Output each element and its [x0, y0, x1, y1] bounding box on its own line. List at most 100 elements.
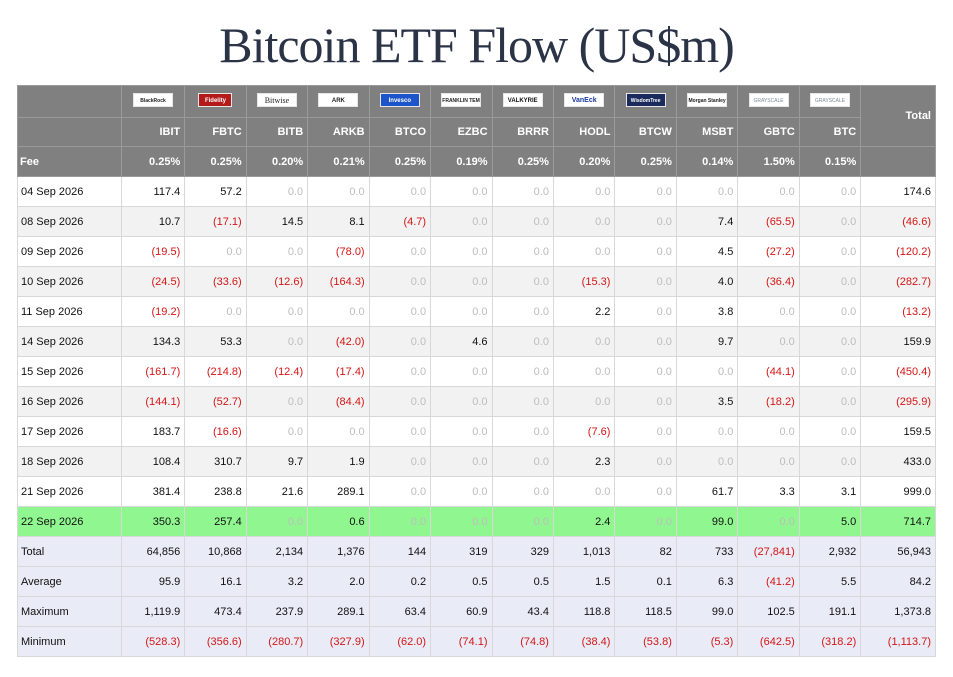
corner-cell [17, 85, 122, 118]
flow-value-cell: 3.5 [675, 386, 739, 417]
morgan-stanley-logo-icon: Morgan Stanley [687, 93, 728, 107]
flow-value-cell: 99.0 [675, 506, 739, 537]
etf-flow-table: BlackRock Fidelity Bitwise ARK Invesco FRANKL… [17, 85, 936, 657]
flow-value-cell: 0.0 [430, 206, 493, 237]
flow-value-cell: 0.0 [491, 176, 554, 207]
summary-value-cell: 473.4 [184, 596, 247, 627]
flow-value-cell: 0.0 [552, 386, 616, 417]
flow-value-cell: 0.0 [614, 266, 677, 297]
flow-value-cell: 289.1 [307, 476, 370, 507]
flow-value-cell: 0.0 [737, 506, 800, 537]
summary-label: Minimum [17, 626, 122, 657]
summary-row: Total 64,856 10,868 2,134 1,376 144 319 329 1,01… [17, 536, 936, 567]
row-total-cell: (120.2) [860, 236, 936, 267]
summary-total-cell: (1,113.7) [860, 626, 936, 657]
summary-row: Maximum 1,119.9 473.4 237.9 289.1 63.4 60.9 43.… [17, 596, 936, 627]
flow-value-cell: 0.0 [737, 446, 800, 477]
daily-flow-rows: 04 Sep 2026 117.4 57.2 0.0 0.0 0.0 0.0 0.0 0.0 0.… [17, 176, 936, 537]
flow-value-cell: 0.0 [798, 446, 862, 477]
logo-header-row: BlackRock Fidelity Bitwise ARK Invesco FRANKL… [17, 85, 936, 147]
flow-value-cell: 0.0 [368, 386, 432, 417]
blackrock-logo-icon: BlackRock [133, 93, 174, 107]
flow-value-cell: 0.0 [491, 446, 554, 477]
fee-cell: 0.25% [368, 146, 432, 177]
fee-cell: 0.15% [798, 146, 862, 177]
flow-value-cell: 0.0 [430, 296, 493, 327]
flow-value-cell: (42.0) [307, 326, 370, 357]
flow-value-cell: 0.0 [368, 446, 432, 477]
ticker-header: ARKB [307, 117, 370, 147]
summary-value-cell: 95.9 [120, 566, 186, 597]
flow-value-cell: 0.0 [430, 236, 493, 267]
ticker-header: FBTC [184, 117, 247, 147]
flow-value-cell: 0.0 [245, 416, 309, 447]
flow-value-cell: (78.0) [307, 236, 370, 267]
fee-cell: 0.14% [675, 146, 739, 177]
total-column-header: Total [860, 85, 936, 147]
fund-logo-cell: Bitwise [245, 85, 309, 118]
flow-value-cell: 0.0 [491, 206, 554, 237]
flow-value-cell: 0.0 [798, 326, 862, 357]
flow-value-cell: 0.0 [675, 356, 739, 387]
flow-value-cell: 0.0 [798, 296, 862, 327]
flow-value-cell: 0.0 [368, 506, 432, 537]
flow-value-cell: 0.0 [552, 236, 616, 267]
flow-value-cell: 0.0 [798, 206, 862, 237]
summary-value-cell: 191.1 [798, 596, 862, 627]
flow-value-cell: (164.3) [307, 266, 370, 297]
summary-value-cell: 1.5 [552, 566, 616, 597]
flow-value-cell: 2.3 [552, 446, 616, 477]
summary-value-cell: 60.9 [430, 596, 493, 627]
fund-logo-cell: GRAYSCALE [737, 85, 800, 118]
flow-value-cell: 21.6 [245, 476, 309, 507]
flow-value-cell: 0.0 [552, 176, 616, 207]
fund-logo-cell: Morgan Stanley [675, 85, 739, 118]
flow-value-cell: 0.0 [430, 356, 493, 387]
ark-logo-icon: ARK [318, 93, 359, 107]
flow-value-cell: 0.0 [368, 236, 432, 267]
flow-value-cell: 9.7 [245, 446, 309, 477]
row-total-cell: (46.6) [860, 206, 936, 237]
row-total-cell: 159.5 [860, 416, 936, 447]
flow-value-cell: (27.2) [737, 236, 800, 267]
fund-logo-cell: FRANKLIN TEMPLETON [430, 85, 493, 118]
ticker-header: IBIT [120, 117, 186, 147]
table-row: 15 Sep 2026 (161.7) (214.8) (12.4) (17.4) 0.0… [17, 356, 936, 387]
flow-value-cell: 0.0 [798, 236, 862, 267]
flow-value-cell: 0.0 [368, 416, 432, 447]
flow-value-cell: 0.0 [614, 236, 677, 267]
fund-logo-cell: GRAYSCALE [798, 85, 862, 118]
flow-value-cell: (214.8) [184, 356, 247, 387]
flow-value-cell: 0.0 [491, 416, 554, 447]
date-cell: 22 Sep 2026 [17, 506, 122, 537]
summary-value-cell: 6.3 [675, 566, 739, 597]
table-row: 08 Sep 2026 10.7 (17.1) 14.5 8.1 (4.7) 0.0 0.0 0… [17, 206, 936, 237]
flow-value-cell: 0.0 [614, 206, 677, 237]
summary-value-cell: 2,134 [245, 536, 309, 567]
flow-value-cell: (7.6) [552, 416, 616, 447]
summary-value-cell: 118.8 [552, 596, 616, 627]
summary-value-cell: (528.3) [120, 626, 186, 657]
summary-value-cell: (41.2) [737, 566, 800, 597]
flow-value-cell: 7.4 [675, 206, 739, 237]
summary-value-cell: 1,119.9 [120, 596, 186, 627]
fee-cell: 0.25% [614, 146, 677, 177]
flow-value-cell: 0.0 [614, 476, 677, 507]
flow-value-cell: 0.0 [798, 356, 862, 387]
flow-value-cell: 0.0 [491, 386, 554, 417]
fee-cell: 0.20% [552, 146, 616, 177]
fund-logo-cell: ARK [307, 85, 370, 118]
fee-cell: 1.50% [737, 146, 800, 177]
fund-logo-cell: VanEck [552, 85, 616, 118]
row-total-cell: (450.4) [860, 356, 936, 387]
flow-value-cell: 0.0 [245, 296, 309, 327]
grayscale-logo-icon: GRAYSCALE [810, 93, 850, 107]
flow-value-cell: 1.9 [307, 446, 370, 477]
summary-value-cell: (74.8) [491, 626, 554, 657]
flow-value-cell: 0.0 [491, 476, 554, 507]
flow-value-cell: 8.1 [307, 206, 370, 237]
flow-value-cell: 0.0 [307, 296, 370, 327]
flow-value-cell: (36.4) [737, 266, 800, 297]
flow-value-cell: 0.0 [368, 176, 432, 207]
flow-value-cell: 108.4 [120, 446, 186, 477]
